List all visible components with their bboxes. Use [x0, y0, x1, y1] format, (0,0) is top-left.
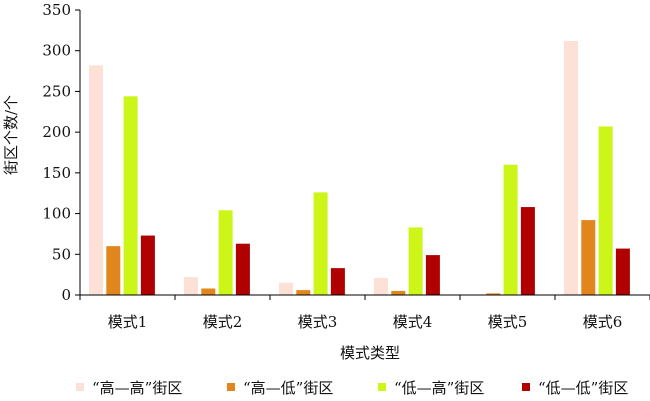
y-tick-label: 50: [52, 245, 71, 263]
x-tick-label: 模式4: [393, 313, 433, 331]
y-tick-label: 150: [42, 164, 71, 182]
y-tick-label: 100: [42, 205, 71, 223]
bar-1-2: [106, 246, 121, 295]
y-axis-ticks: 0 50 100 150 200 250 300 350: [42, 1, 80, 304]
x-tick-label: 模式2: [203, 313, 243, 331]
x-tick-label: 模式3: [298, 313, 338, 331]
x-tick-label: 模式1: [108, 313, 148, 331]
bar-1-3: [123, 96, 138, 295]
bar-6-2: [581, 220, 596, 295]
bar-5-2: [486, 293, 501, 295]
y-tick-label: 300: [42, 42, 71, 60]
bar-3-4: [330, 268, 345, 295]
legend-label-3: “低—高”街区: [394, 379, 484, 397]
bar-4-4: [425, 255, 440, 295]
bar-5-4: [520, 207, 535, 295]
legend-label-4: “低—低”街区: [538, 379, 628, 397]
bar-2-1: [184, 277, 198, 295]
bar-1-4: [140, 235, 155, 295]
legend-label-2: “高—低”街区: [243, 379, 333, 397]
legend-swatch-4: [522, 383, 530, 391]
y-tick-label: 350: [42, 1, 71, 19]
x-axis-ticks: 模式1 模式2 模式3 模式4 模式5 模式6: [79, 295, 650, 331]
bars: [89, 40, 630, 295]
bar-4-1: [374, 277, 388, 295]
bar-1-1: [89, 65, 103, 295]
bar-2-2: [201, 288, 216, 295]
y-tick-label: 250: [42, 82, 71, 100]
bar-2-3: [218, 210, 233, 295]
y-tick-label: 200: [42, 123, 71, 141]
bar-3-1: [279, 282, 293, 295]
x-axis-title: 模式类型: [340, 344, 400, 362]
y-axis-title: 街区个数/个: [2, 95, 20, 175]
bar-4-2: [391, 290, 406, 295]
bar-5-3: [503, 164, 518, 295]
legend: “高—高”街区 “高—低”街区 “低—高”街区 “低—低”街区: [76, 379, 628, 397]
bar-3-3: [313, 192, 328, 295]
bar-6-4: [615, 248, 630, 295]
x-tick-label: 模式6: [583, 313, 623, 331]
bar-4-3: [408, 227, 423, 295]
bar-6-1: [564, 40, 578, 295]
bar-6-3: [598, 126, 613, 295]
x-tick-label: 模式5: [488, 313, 528, 331]
legend-label-1: “高—高”街区: [92, 379, 182, 397]
legend-swatch-3: [378, 383, 386, 391]
bar-2-4: [235, 243, 250, 295]
legend-swatch-1: [76, 383, 84, 391]
legend-swatch-2: [227, 383, 235, 391]
bar-3-2: [296, 290, 311, 295]
y-tick-label: 0: [61, 286, 71, 304]
